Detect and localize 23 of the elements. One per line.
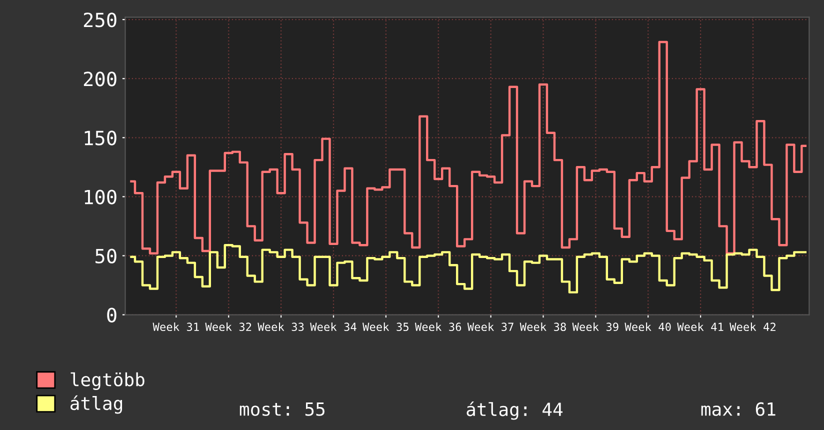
y-tick-label: 150 xyxy=(84,130,116,146)
text: max: 61 xyxy=(701,402,776,416)
x-tick-label: Week 32 xyxy=(205,322,252,332)
x-tick-label: Week 35 xyxy=(362,322,408,332)
y-tick-label: 0 xyxy=(107,308,116,322)
x-tick-label: Week 36 xyxy=(414,322,462,332)
x-tick-label: Week 31 xyxy=(152,322,199,332)
x-tick-label: Week 41 xyxy=(677,322,724,332)
x-tick-label: Week 33 xyxy=(258,322,304,332)
y-tick-label: 250 xyxy=(84,12,116,28)
text: átlag: 44 xyxy=(466,401,563,420)
x-tick-label: Week 38 xyxy=(520,322,566,332)
y-tick-label: 200 xyxy=(84,72,116,86)
y-tick-label: 50 xyxy=(96,248,116,264)
x-tick-label: Week 39 xyxy=(572,322,618,332)
y-tick-label: 100 xyxy=(84,190,116,204)
text: most: 55 xyxy=(240,402,324,416)
legend-label: legtöbb xyxy=(70,372,144,390)
x-tick-label: Week 42 xyxy=(730,322,776,332)
legend-label: átlag xyxy=(70,395,122,414)
x-tick-label: Week 37 xyxy=(467,322,514,332)
x-tick-label: Week 40 xyxy=(624,322,671,332)
x-tick-label: Week 34 xyxy=(310,322,356,332)
